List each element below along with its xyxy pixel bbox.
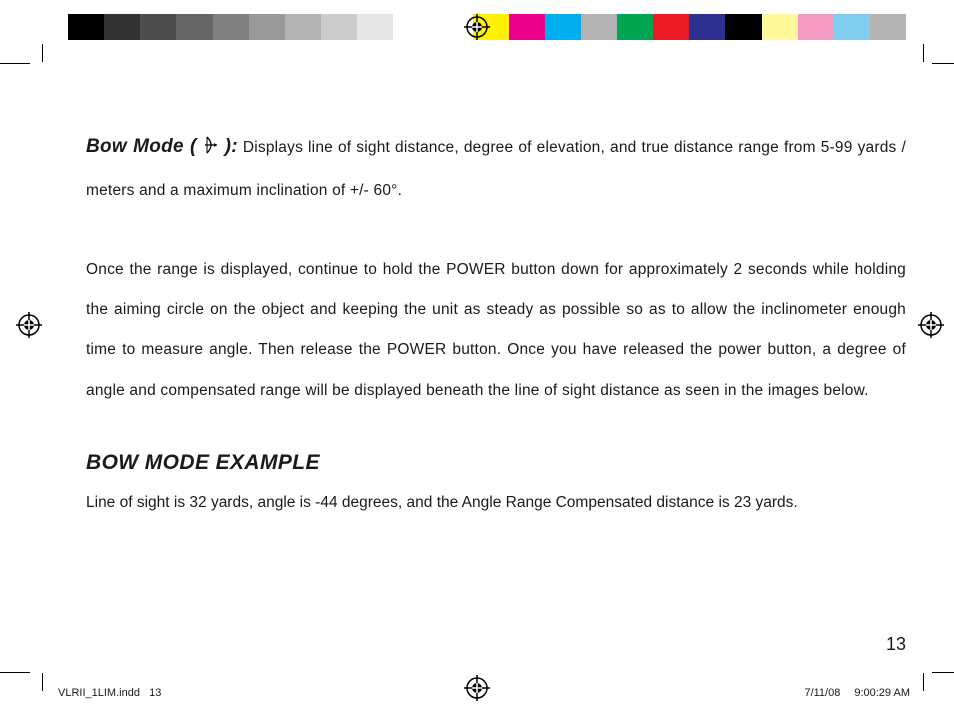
heading-bow-mode-example: BOW MODE EXAMPLE: [86, 451, 906, 475]
slug-time: 9:00:29 AM: [854, 687, 910, 699]
color-swatch: [321, 14, 357, 40]
color-swatch: [653, 14, 689, 40]
crop-mark: [923, 44, 924, 62]
crop-mark: [0, 672, 30, 673]
slug-page: 13: [149, 687, 161, 699]
bow-icon: [204, 130, 218, 170]
color-swatch: [798, 14, 834, 40]
slug-file: VLRII_1LIM.indd: [58, 687, 140, 699]
color-swatch: [689, 14, 725, 40]
color-swatch: [545, 14, 581, 40]
slug-left: VLRII_1LIM.indd 13: [58, 687, 161, 699]
crop-mark: [923, 673, 924, 691]
paragraph-example-values: Line of sight is 32 yards, angle is -44 …: [86, 489, 906, 517]
color-swatch: [617, 14, 653, 40]
color-swatch: [104, 14, 140, 40]
registration-mark-icon: [918, 312, 944, 338]
lead-label-close: ):: [225, 136, 238, 157]
print-slug: VLRII_1LIM.indd 13 7/11/08 9:00:29 AM: [58, 687, 910, 699]
color-swatch: [762, 14, 798, 40]
color-swatch: [357, 14, 393, 40]
color-swatch: [581, 14, 617, 40]
slug-right: 7/11/08 9:00:29 AM: [804, 687, 910, 699]
crop-mark: [932, 63, 954, 64]
registration-mark-icon: [16, 312, 42, 338]
color-swatch: [834, 14, 870, 40]
color-swatch: [725, 14, 761, 40]
crop-mark: [42, 44, 43, 62]
page: Bow Mode ( ): Displays line of sight dis…: [0, 0, 954, 719]
page-number: 13: [886, 634, 906, 655]
color-swatch: [285, 14, 321, 40]
crop-mark: [932, 672, 954, 673]
color-swatch: [213, 14, 249, 40]
lead-label-open: Bow Mode (: [86, 136, 197, 157]
color-swatch: [68, 14, 104, 40]
color-swatch: [176, 14, 212, 40]
color-swatch: [140, 14, 176, 40]
slug-date: 7/11/08: [804, 687, 840, 699]
paragraph-instructions: Once the range is displayed, continue to…: [86, 250, 906, 411]
color-swatch: [509, 14, 545, 40]
crop-mark: [0, 63, 30, 64]
paragraph-bow-mode: Bow Mode ( ): Displays line of sight dis…: [86, 122, 906, 212]
color-swatch: [249, 14, 285, 40]
crop-mark: [42, 673, 43, 691]
body-content: Bow Mode ( ): Displays line of sight dis…: [86, 122, 906, 517]
color-swatch: [870, 14, 906, 40]
color-swatch: [393, 14, 429, 40]
registration-mark-icon: [464, 14, 490, 40]
